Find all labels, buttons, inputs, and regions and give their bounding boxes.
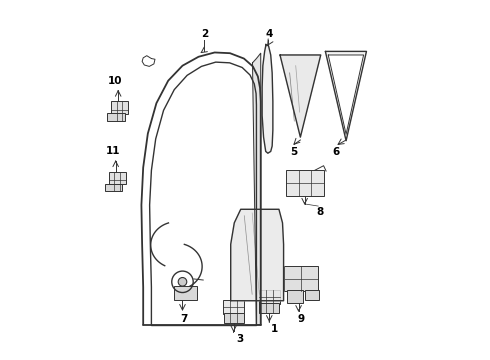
FancyBboxPatch shape: [111, 102, 128, 114]
Text: 5: 5: [291, 147, 298, 157]
Text: 3: 3: [236, 334, 244, 343]
FancyBboxPatch shape: [286, 170, 323, 196]
Polygon shape: [280, 55, 321, 137]
FancyBboxPatch shape: [284, 266, 318, 291]
FancyBboxPatch shape: [259, 303, 279, 313]
Circle shape: [178, 278, 187, 286]
FancyBboxPatch shape: [305, 290, 319, 300]
FancyBboxPatch shape: [173, 286, 197, 300]
FancyBboxPatch shape: [107, 113, 124, 121]
Text: 2: 2: [201, 29, 209, 39]
FancyBboxPatch shape: [105, 184, 122, 192]
FancyBboxPatch shape: [223, 313, 244, 323]
Polygon shape: [325, 51, 367, 141]
FancyBboxPatch shape: [287, 290, 303, 303]
Polygon shape: [231, 209, 284, 301]
FancyBboxPatch shape: [109, 172, 126, 184]
Text: 8: 8: [317, 207, 323, 217]
Polygon shape: [252, 53, 261, 325]
Text: 9: 9: [298, 314, 305, 324]
Text: 10: 10: [108, 76, 122, 86]
Polygon shape: [262, 44, 273, 153]
Text: 7: 7: [181, 314, 188, 324]
Text: 11: 11: [105, 147, 120, 157]
FancyBboxPatch shape: [259, 290, 280, 304]
Text: 4: 4: [266, 29, 273, 39]
Text: 1: 1: [271, 324, 278, 334]
Polygon shape: [328, 55, 364, 134]
Text: 6: 6: [333, 147, 340, 157]
FancyBboxPatch shape: [223, 300, 245, 314]
